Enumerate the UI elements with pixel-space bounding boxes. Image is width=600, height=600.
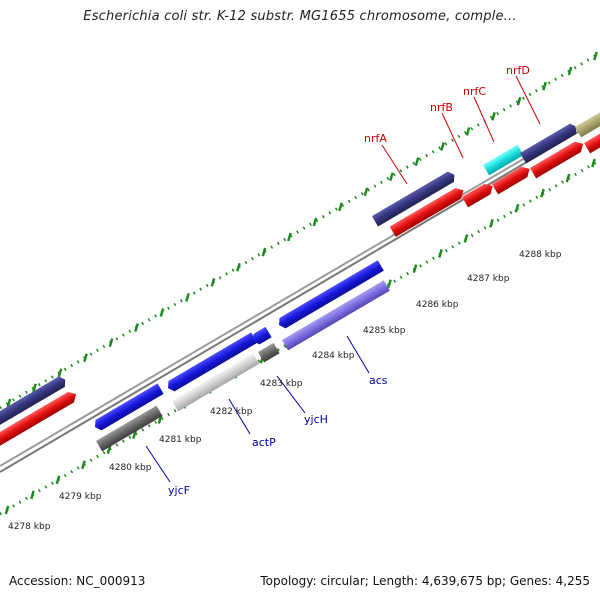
gene-nrfC-red[interactable] <box>492 164 533 195</box>
major-tick <box>159 308 165 317</box>
backbone-line-bottom <box>0 118 600 473</box>
scale-label: 4288 kbp <box>519 250 562 260</box>
gene-yjcF-gray[interactable] <box>96 405 163 452</box>
major-tick <box>134 323 139 332</box>
scale-label: 4281 kbp <box>159 435 202 445</box>
gene-acs-blue[interactable] <box>276 260 384 330</box>
scale-label: 4283 kbp <box>260 379 303 389</box>
major-tick <box>440 142 445 151</box>
major-tick <box>287 232 292 242</box>
major-tick <box>57 368 63 378</box>
major-tick <box>463 234 469 243</box>
major-tick <box>542 81 547 91</box>
major-tick <box>412 264 418 273</box>
major-tick <box>210 277 216 287</box>
gene-leaders <box>145 75 541 483</box>
scale-label: 4287 kbp <box>467 274 510 284</box>
scale-label: 4284 kbp <box>312 351 355 361</box>
major-tick <box>236 262 241 272</box>
major-tick <box>83 353 88 363</box>
map-title: Escherichia coli str. K-12 substr. MG165… <box>83 9 517 24</box>
gene-label-nrfB[interactable]: nrfB <box>430 101 453 114</box>
gene-yjcF-blue[interactable] <box>92 383 164 433</box>
gene-actP-light[interactable] <box>172 353 260 412</box>
gene-label-nrfC[interactable]: nrfC <box>463 85 486 98</box>
major-tick <box>387 279 392 289</box>
gene-actP-blue[interactable] <box>165 332 258 393</box>
backbone <box>0 113 600 473</box>
gene-olive[interactable] <box>575 106 600 138</box>
major-tick <box>363 187 369 197</box>
gene-label-yjcF[interactable]: yjcF <box>168 484 190 497</box>
major-tick <box>185 293 190 302</box>
major-tick <box>514 203 520 213</box>
gene-label-acs[interactable]: acs <box>369 374 388 387</box>
major-tick <box>106 445 112 455</box>
gene-nrfC-cyan[interactable] <box>483 144 524 176</box>
gene-label-nrfD[interactable]: nrfD <box>506 64 530 77</box>
major-tick <box>312 217 318 227</box>
major-tick <box>491 111 496 121</box>
scale-label: 4279 kbp <box>59 492 102 502</box>
gene-label-nrfA[interactable]: nrfA <box>364 132 387 145</box>
gene-yjcH-blue[interactable] <box>250 326 272 346</box>
major-tick <box>438 249 443 258</box>
upper-major-ticks <box>6 51 598 408</box>
major-tick <box>261 247 267 257</box>
major-tick <box>32 383 37 393</box>
major-tick <box>108 338 114 348</box>
gene-nrfA-navy[interactable] <box>371 170 457 227</box>
gene-nrfD-navy[interactable] <box>520 122 580 164</box>
gene-label-actP[interactable]: actP <box>252 436 276 449</box>
major-tick <box>4 505 10 515</box>
major-tick <box>489 218 494 228</box>
major-tick <box>338 202 343 212</box>
scale-label: 4285 kbp <box>363 326 406 336</box>
major-tick <box>81 460 86 470</box>
major-tick <box>6 398 12 408</box>
scale-label: 4280 kbp <box>109 463 152 473</box>
major-tick <box>567 66 573 76</box>
gene-yjcH-gray[interactable] <box>258 342 280 363</box>
scale-label: 4278 kbp <box>8 522 51 532</box>
major-tick <box>591 158 596 168</box>
major-tick <box>414 157 420 166</box>
major-tick <box>30 490 35 500</box>
major-tick <box>516 96 522 106</box>
accession-text: Accession: NC_000913 <box>9 574 146 588</box>
major-tick <box>565 173 571 183</box>
scale-label: 4282 kbp <box>210 407 253 417</box>
gene-nrfB[interactable] <box>462 181 496 208</box>
gene-navy-left[interactable] <box>0 374 68 436</box>
backbone-line-top <box>0 113 600 467</box>
gene-red-left[interactable] <box>0 389 79 451</box>
upper-tick-row <box>0 51 600 410</box>
major-tick <box>132 430 137 439</box>
major-tick <box>593 51 598 61</box>
gene-label-yjcH[interactable]: yjcH <box>304 413 328 426</box>
genome-summary-text: Topology: circular; Length: 4,639,675 bp… <box>260 574 590 588</box>
upper-tick-line <box>0 51 600 410</box>
major-tick <box>389 172 394 182</box>
major-tick <box>540 188 545 198</box>
scale-label: 4286 kbp <box>416 300 459 310</box>
major-tick <box>55 475 61 485</box>
gene-nrfA-red[interactable] <box>389 185 467 237</box>
gene-nrfD-red[interactable] <box>530 139 586 179</box>
major-tick <box>465 127 471 136</box>
scale-labels: 4278 kbp 4279 kbp 4280 kbp 4281 kbp 4282… <box>8 250 562 532</box>
gene-labels: nrfA nrfB nrfC nrfD yjcF actP yjcH acs <box>168 64 530 497</box>
gene-acs-lavender[interactable] <box>282 280 390 351</box>
